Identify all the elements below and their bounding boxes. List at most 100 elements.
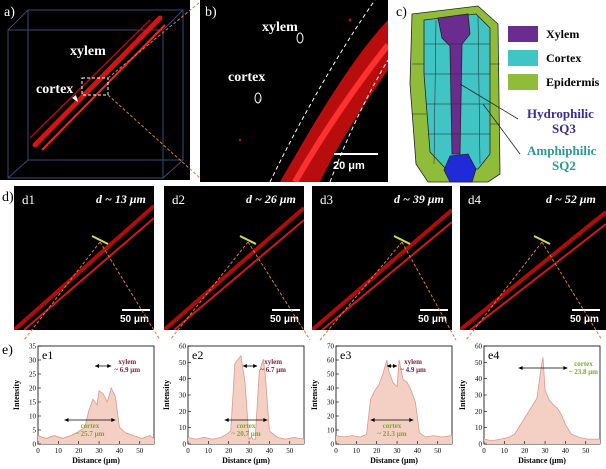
e2-xylem-value: ~ 6.7 μm: [260, 366, 286, 374]
e2-ytick-label: 50: [179, 359, 187, 367]
e2-cortex-label: cortex: [237, 422, 256, 430]
chart-e2: 0 10 20 30 40 50 0 10 20 30 40 50 60 Distance (μm) Int…: [162, 343, 305, 465]
e2-ytick-label: 0: [183, 441, 187, 449]
e1-xtick-label: 40: [116, 447, 124, 455]
hydrophilic-label: Hydrophilic: [527, 106, 594, 121]
panel-d1-scale-bar: [122, 309, 150, 311]
panel-a-3d-render: [7, 9, 184, 179]
panel-b-scale-bar: [334, 153, 378, 155]
panel-d4-render: [460, 210, 606, 330]
e2-xtick-label: 40: [266, 447, 274, 455]
e4-cortex-label: cortex: [574, 360, 593, 368]
e1-ytick-label: 30: [29, 357, 37, 365]
e2-ytick-label: 40: [179, 375, 187, 383]
e1-cortex-arrow-right: [111, 418, 116, 422]
e3-panel-id: e3: [340, 348, 351, 362]
e3-xylem-arrow-right: [393, 364, 398, 368]
chart-e1: 0 10 20 30 40 50 0 5 10 15 20 25 30 35 Distance (μm) In…: [12, 343, 155, 465]
e3-xylem-arrow-left: [386, 364, 391, 368]
panel-d2-id: d2: [172, 192, 185, 207]
e3-xtick-label: 0: [334, 447, 338, 455]
panel-d1-image: d1 d ~ 13 μm 50 μm: [14, 186, 154, 330]
e4-ytick-label: 50: [475, 359, 483, 367]
panel-a-cortex-label: cortex: [36, 82, 74, 97]
legend-epidermis-label: Epidermis: [546, 75, 600, 89]
e1-xlabel: Distance (μm): [72, 456, 120, 465]
e2-ytick-label: 10: [179, 424, 187, 432]
amphiphilic-sq2-label: SQ2: [552, 158, 576, 173]
e2-series-line: [187, 354, 305, 440]
panel-d4-depth: d ~ 52 μm: [546, 192, 596, 206]
e2-xylem-label: xylem: [264, 358, 282, 366]
e3-ylabel: Intensity: [310, 380, 319, 410]
e4-panel-id: e4: [488, 348, 499, 362]
panel-d4-id: d4: [468, 192, 481, 207]
e2-cortex-value: ~ 20.7 μm: [231, 430, 260, 438]
e4-cortex-value: ~ 23.8 μm: [569, 368, 598, 376]
panel-a-xylem-label: xylem: [70, 44, 106, 59]
e1-ytick-label: 25: [29, 371, 37, 379]
legend-xylem-label: Xylem: [546, 27, 580, 41]
row-e-label: e): [2, 343, 13, 358]
e2-ylabel: Intensity: [162, 380, 171, 410]
d-to-e-connectors: [23, 241, 603, 341]
e2-xtick-label: 0: [186, 447, 190, 455]
chart-e3: 0 10 20 30 40 50 0 10 20 30 40 50 60 70 Distance (μm) I…: [310, 343, 453, 465]
e1-ytick-label: 5: [33, 427, 37, 435]
e4-xtick-label: 0: [482, 447, 486, 455]
e4-ytick-label: 40: [475, 375, 483, 383]
e1-xylem-arrow-right: [107, 364, 112, 368]
e1-cortex-arrow-left: [64, 418, 69, 422]
e3-xtick-label: 50: [434, 447, 442, 455]
e2-panel-id: e2: [192, 348, 203, 362]
panel-d3-scale-bar: [420, 309, 448, 311]
e1-series-line: [37, 386, 155, 439]
e4-ytick-label: 0: [479, 441, 483, 449]
panel-d2-render: [164, 206, 304, 330]
e2-xtick-label: 50: [286, 447, 294, 455]
e2-cortex-arrow-right: [263, 418, 268, 422]
e1-ytick-label: 35: [29, 343, 37, 351]
e1-ytick-label: 15: [29, 399, 37, 407]
e4-ylabel: Intensity: [458, 380, 467, 410]
e4-ytick-label: 60: [475, 343, 483, 351]
e3-xylem-value: ~ 4.9 μm: [400, 366, 426, 374]
panel-d3-id: d3: [320, 192, 333, 207]
e4-xtick-label: 50: [582, 447, 590, 455]
e4-xtick-label: 40: [562, 447, 570, 455]
panel-b-cortex-label: cortex: [228, 70, 266, 85]
e4-area: [484, 357, 600, 444]
panel-a-image: xylem cortex: [0, 0, 190, 180]
e3-xtick-label: 30: [394, 447, 402, 455]
panel-b-xylem-label: xylem: [262, 20, 298, 35]
e4-ytick-label: 20: [475, 408, 483, 416]
e4-cortex-arrow-left: [518, 366, 523, 370]
panel-c-root-diagram: [409, 5, 521, 183]
e1-ytick-label: 10: [29, 413, 37, 421]
legend-epidermis-swatch: [508, 74, 538, 90]
panel-d2-scale-text: 50 μm: [270, 314, 299, 325]
panel-d4-scale-bar: [572, 309, 600, 311]
e3-ytick-label: 10: [327, 427, 335, 435]
e1-xtick-label: 50: [136, 447, 144, 455]
e4-xtick-label: 20: [521, 447, 529, 455]
e3-cortex-arrow-right: [409, 418, 414, 422]
e2-xtick-label: 30: [246, 447, 254, 455]
panel-b-label: b): [205, 5, 217, 20]
e4-xlabel: Distance (μm): [518, 456, 566, 465]
e1-xtick-label: 30: [96, 447, 104, 455]
e3-cortex-arrow-left: [370, 418, 375, 422]
e2-xylem-arrow-right: [253, 364, 258, 368]
e1-xylem-value: ~ 6.9 μm: [114, 366, 140, 374]
panel-d3-depth: d ~ 39 μm: [394, 192, 444, 206]
panel-b-scale-text: 20 μm: [333, 160, 365, 172]
e3-xlabel: Distance (μm): [370, 456, 418, 465]
e3-area: [336, 360, 452, 444]
e3-xtick-label: 20: [373, 447, 381, 455]
e2-xtick-label: 20: [225, 447, 233, 455]
e3-cortex-value: ~ 21.3 μm: [377, 430, 406, 438]
panel-d2-image: d2 d ~ 26 μm 50 μm: [164, 186, 304, 330]
e1-xylem-label: xylem: [118, 358, 136, 366]
e3-ytick-label: 20: [327, 413, 335, 421]
panel-a-label: a): [4, 5, 15, 20]
